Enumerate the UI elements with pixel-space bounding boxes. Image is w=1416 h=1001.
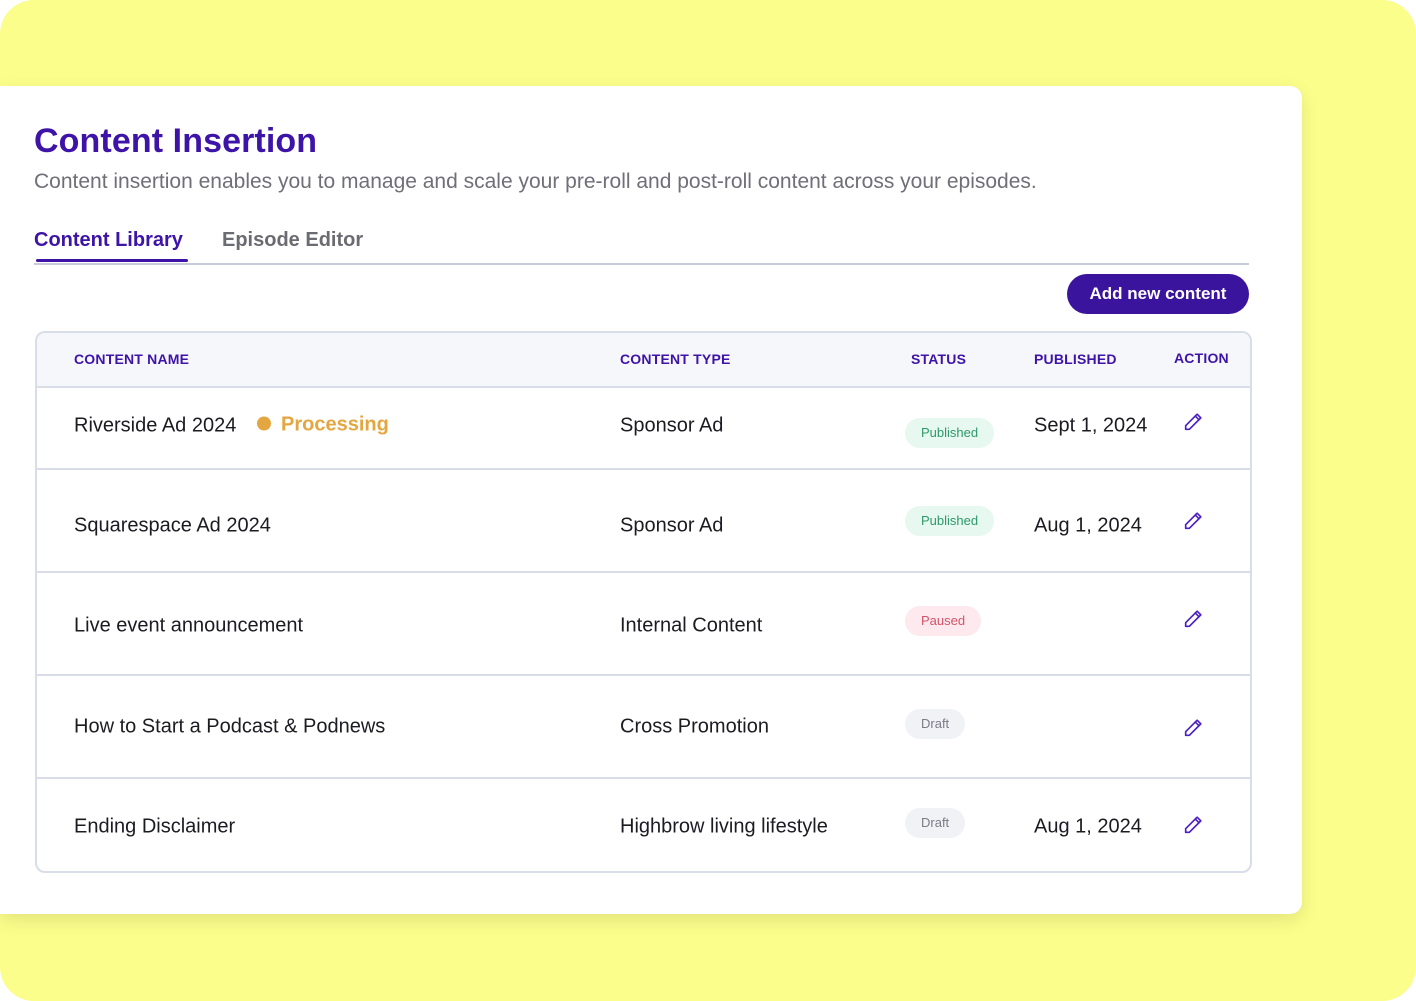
content-name: Squarespace Ad 2024 bbox=[74, 514, 271, 537]
tab-episode-editor[interactable]: Episode Editor bbox=[222, 229, 364, 251]
content-type: Cross Promotion bbox=[620, 715, 769, 738]
content-type: Highbrow living lifestyle bbox=[620, 815, 828, 838]
pencil-icon[interactable] bbox=[1182, 411, 1204, 433]
add-new-content-button[interactable]: Add new content bbox=[1067, 274, 1249, 314]
header-content-type: CONTENT TYPE bbox=[620, 351, 731, 367]
published-date: Aug 1, 2024 bbox=[1034, 815, 1142, 838]
table-header: CONTENT NAME CONTENT TYPE STATUS PUBLISH… bbox=[37, 333, 1250, 388]
pencil-icon[interactable] bbox=[1182, 510, 1204, 532]
table-row[interactable]: Squarespace Ad 2024 Sponsor Ad Published… bbox=[37, 470, 1250, 573]
content-name: Live event announcement bbox=[74, 614, 304, 637]
header-status: STATUS bbox=[911, 351, 967, 367]
active-tab-indicator bbox=[36, 259, 188, 262]
content-type: Sponsor Ad bbox=[620, 514, 724, 537]
status-badge: Published bbox=[905, 506, 995, 536]
processing-dot-icon bbox=[257, 416, 271, 431]
published-date: Aug 1, 2024 bbox=[1034, 514, 1142, 537]
content-table: CONTENT NAME CONTENT TYPE STATUS PUBLISH… bbox=[35, 331, 1252, 873]
content-type: Internal Content bbox=[620, 614, 763, 637]
header-content-name: CONTENT NAME bbox=[74, 351, 190, 367]
pencil-icon[interactable] bbox=[1182, 814, 1204, 836]
page-subtitle: Content insertion enables you to manage … bbox=[34, 170, 1037, 193]
header-action: ACTION bbox=[1174, 350, 1229, 366]
table-row[interactable]: Ending Disclaimer Highbrow living lifest… bbox=[37, 779, 1250, 871]
status-badge: Published bbox=[905, 418, 995, 448]
tab-bar: Content Library Episode Editor bbox=[34, 225, 1249, 265]
pencil-icon[interactable] bbox=[1182, 608, 1204, 630]
content-type: Sponsor Ad bbox=[620, 414, 724, 437]
tab-content-library[interactable]: Content Library bbox=[34, 229, 183, 251]
content-name: How to Start a Podcast & Podnews bbox=[74, 715, 386, 738]
content-name: Riverside Ad 2024 bbox=[74, 414, 237, 437]
header-published: PUBLISHED bbox=[1034, 351, 1117, 367]
table-row[interactable]: Live event announcement Internal Content… bbox=[37, 573, 1250, 676]
processing-status: Processing bbox=[257, 414, 389, 437]
status-badge: Draft bbox=[905, 709, 966, 739]
table-row[interactable]: How to Start a Podcast & Podnews Cross P… bbox=[37, 676, 1250, 779]
content-name: Ending Disclaimer bbox=[74, 815, 236, 838]
pencil-icon[interactable] bbox=[1182, 717, 1204, 739]
published-date: Sept 1, 2024 bbox=[1034, 414, 1148, 437]
status-badge: Draft bbox=[905, 808, 966, 838]
table-row[interactable]: Riverside Ad 2024 Processing Sponsor Ad … bbox=[37, 388, 1250, 470]
status-badge: Paused bbox=[905, 606, 982, 636]
page-title: Content Insertion bbox=[34, 122, 318, 160]
